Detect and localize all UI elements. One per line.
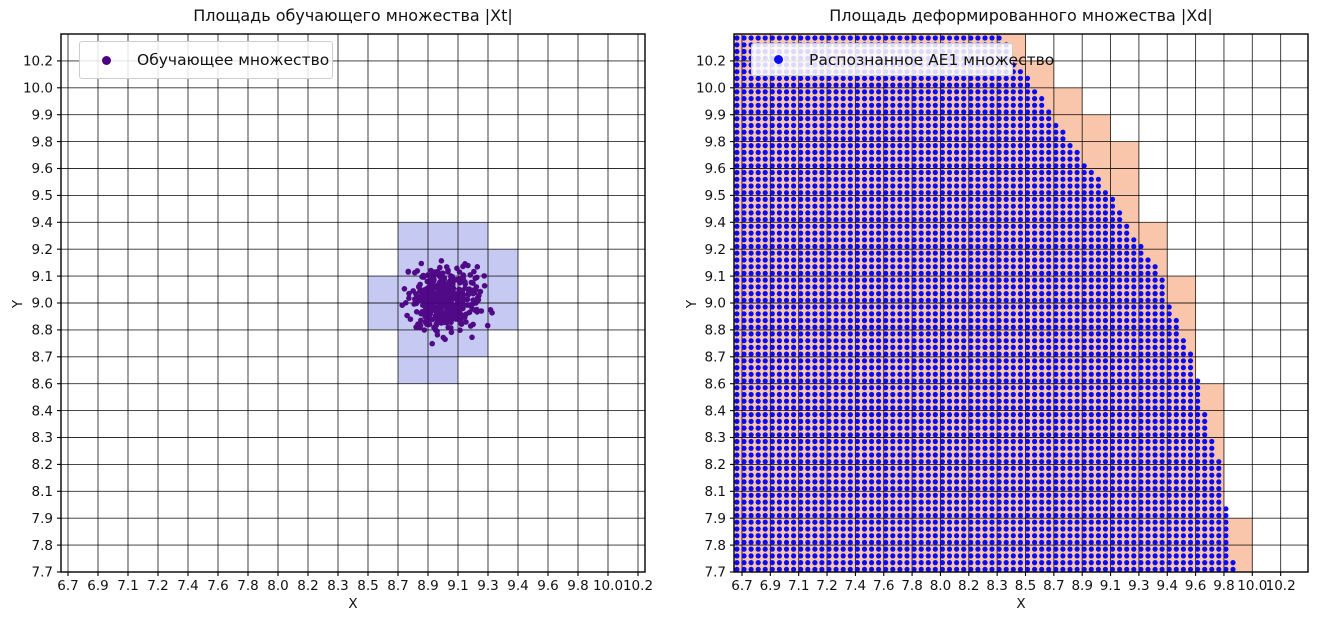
- svg-text:7.8: 7.8: [32, 538, 53, 554]
- tick-labels: 6.7 6.9 7.1 7.2 7.4 7.6 7.8 8.0 8.2 8.3 8.5 8.7 8.9 9…: [23, 54, 653, 594]
- right-legend: Распознанное АЕ1 множество: [751, 43, 1054, 76]
- training-set-marker-icon: [102, 55, 111, 65]
- svg-text:9.4: 9.4: [507, 578, 528, 594]
- svg-text:9.2: 9.2: [32, 242, 53, 258]
- svg-text:9.3: 9.3: [477, 578, 498, 594]
- svg-text:8.7: 8.7: [387, 578, 408, 594]
- grid: [734, 34, 1308, 573]
- svg-text:9.1: 9.1: [447, 578, 468, 594]
- svg-text:10.0: 10.0: [593, 578, 623, 594]
- svg-text:8.5: 8.5: [357, 578, 378, 594]
- svg-text:9.9: 9.9: [32, 107, 53, 123]
- svg-text:8.3: 8.3: [327, 578, 348, 594]
- svg-text:7.7: 7.7: [32, 565, 53, 581]
- svg-text:8.3: 8.3: [32, 430, 53, 446]
- left-legend-label: Обучающее множество: [137, 51, 330, 69]
- svg-text:9.4: 9.4: [32, 215, 53, 231]
- left-legend: Обучающее множество: [79, 41, 333, 79]
- axis-frame: [730, 33, 1309, 576]
- axis-frame: [57, 33, 646, 576]
- left-yaxis-label: Y: [10, 299, 27, 309]
- svg-text:8.6: 8.6: [32, 376, 53, 392]
- svg-text:10.2: 10.2: [623, 578, 653, 594]
- recognized-set-marker-icon: [774, 55, 783, 64]
- svg-text:7.9: 7.9: [32, 511, 53, 527]
- recognized-dot-field: [734, 35, 1236, 572]
- right-plot-title: Площадь деформированного множества |Xd|: [829, 6, 1213, 25]
- svg-text:6.7: 6.7: [57, 578, 78, 594]
- right-xaxis-label: X: [1016, 596, 1026, 612]
- svg-text:7.2: 7.2: [147, 578, 168, 594]
- svg-text:9.1: 9.1: [32, 269, 53, 285]
- svg-text:7.1: 7.1: [117, 578, 138, 594]
- svg-text:8.8: 8.8: [32, 323, 53, 339]
- svg-text:9.8: 9.8: [32, 134, 53, 150]
- svg-text:7.6: 7.6: [207, 578, 228, 594]
- svg-text:7.4: 7.4: [177, 578, 198, 594]
- svg-text:9.8: 9.8: [567, 578, 588, 594]
- svg-text:8.2: 8.2: [297, 578, 318, 594]
- left-plot-title: Площадь обучающего множества |Xt|: [193, 6, 513, 25]
- svg-text:9.6: 9.6: [32, 161, 53, 177]
- svg-text:6.9: 6.9: [87, 578, 108, 594]
- svg-text:7.8: 7.8: [237, 578, 258, 594]
- svg-text:9.5: 9.5: [32, 188, 53, 204]
- grid: [61, 34, 645, 573]
- svg-text:8.9: 8.9: [417, 578, 438, 594]
- svg-text:8.1: 8.1: [32, 484, 53, 500]
- left-xaxis-label: X: [348, 596, 358, 612]
- svg-text:8.7: 8.7: [32, 350, 53, 366]
- svg-text:8.4: 8.4: [32, 403, 53, 419]
- training-scatter-points: [399, 258, 495, 347]
- right-yaxis-label: Y: [684, 299, 701, 309]
- svg-text:9.6: 9.6: [537, 578, 558, 594]
- svg-text:8.0: 8.0: [267, 578, 288, 594]
- svg-text:9.0: 9.0: [32, 296, 53, 312]
- tick-labels: 6.7 6.9 7.1 7.2 7.4 7.6 7.8 8.0 8.2 8.3 8.5 8.7 8.9 9…: [696, 54, 1296, 594]
- svg-text:8.2: 8.2: [32, 457, 53, 473]
- svg-text:10.0: 10.0: [23, 81, 53, 97]
- svg-text:10.2: 10.2: [23, 54, 53, 70]
- right-legend-label: Распознанное АЕ1 множество: [809, 50, 1055, 69]
